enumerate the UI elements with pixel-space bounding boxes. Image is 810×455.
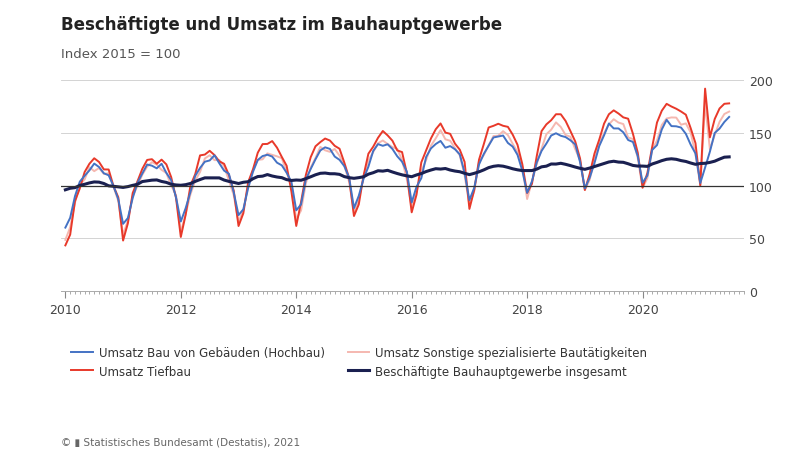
Text: © ▮ Statistisches Bundesamt (Destatis), 2021: © ▮ Statistisches Bundesamt (Destatis), … — [61, 437, 300, 447]
Text: Index 2015 = 100: Index 2015 = 100 — [61, 48, 181, 61]
Text: Beschäftigte und Umsatz im Bauhauptgewerbe: Beschäftigte und Umsatz im Bauhauptgewer… — [61, 16, 502, 34]
Legend: Umsatz Bau von Gebäuden (Hochbau), Umsatz Tiefbau, Umsatz Sonstige spezialisiert: Umsatz Bau von Gebäuden (Hochbau), Umsat… — [66, 341, 652, 383]
